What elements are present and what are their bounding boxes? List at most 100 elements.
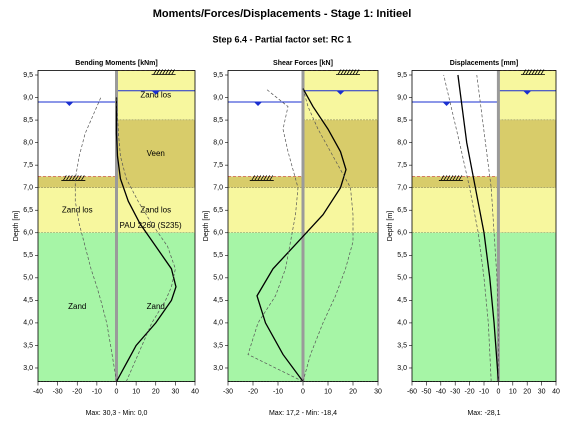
- x-tick-label: 40: [552, 388, 560, 395]
- y-tick-label: 4,5: [23, 297, 33, 304]
- water-symbol: [442, 102, 451, 107]
- x-tick-label: 10: [132, 388, 140, 395]
- y-tick-label: 3,5: [397, 342, 407, 349]
- x-tick-label: 10: [324, 388, 332, 395]
- y-tick-label: 5,0: [23, 275, 33, 282]
- y-tick-label: 3,5: [23, 342, 33, 349]
- y-tick-label: 6,5: [397, 207, 407, 214]
- x-tick-label: -10: [92, 388, 102, 395]
- y-tick-label: 4,5: [213, 297, 223, 304]
- y-tick-label: 9,5: [23, 72, 33, 79]
- layer-label: Zand los: [140, 90, 171, 99]
- y-tick-label: 5,5: [397, 252, 407, 259]
- y-tick-label: 6,0: [213, 230, 223, 237]
- soil-layer: [498, 70, 556, 121]
- panel-footer: Max: -28,1: [467, 410, 500, 417]
- soil-layer: [412, 232, 499, 382]
- y-axis-label: Depth [m]: [13, 211, 20, 241]
- y-tick-label: 4,5: [397, 297, 407, 304]
- x-tick-label: 30: [538, 388, 546, 395]
- panel-title: Bending Moments [kNm]: [75, 60, 157, 67]
- y-tick-label: 4,0: [397, 320, 407, 327]
- layer-label: Zand: [147, 302, 165, 311]
- soil-layer: [38, 232, 117, 382]
- soil-layer: [498, 232, 556, 382]
- soil-layer: [228, 176, 303, 188]
- x-tick-label: -50: [421, 388, 431, 395]
- surface-hatch: [151, 69, 176, 75]
- soil-layer: [303, 187, 378, 233]
- y-tick-label: 8,0: [397, 139, 407, 146]
- y-axis-label: Depth [m]: [387, 211, 394, 241]
- soil-layer: [116, 70, 195, 121]
- curve: [116, 97, 176, 382]
- y-tick-label: 9,5: [213, 72, 223, 79]
- y-tick-label: 6,5: [23, 207, 33, 214]
- soil-layer: [303, 232, 378, 382]
- surface-hatch: [520, 69, 545, 75]
- curve: [74, 97, 117, 382]
- x-tick-label: 40: [191, 388, 199, 395]
- panel-footer: Max: 30,3 - Min: 0,0: [86, 410, 148, 417]
- surface-hatch: [438, 175, 463, 181]
- y-tick-label: 6,0: [23, 230, 33, 237]
- x-tick-label: 0: [301, 388, 305, 395]
- x-tick-label: 30: [374, 388, 382, 395]
- water-symbol: [151, 90, 160, 95]
- y-axis-label: Depth [m]: [203, 211, 210, 241]
- surface-hatch: [336, 69, 360, 75]
- x-tick-label: -40: [33, 388, 43, 395]
- y-tick-label: 6,0: [397, 230, 407, 237]
- y-tick-label: 5,0: [397, 275, 407, 282]
- curve: [115, 97, 177, 382]
- subtitle: Step 6.4 - Partial factor set: RC 1: [212, 34, 351, 44]
- y-tick-label: 8,5: [397, 117, 407, 124]
- y-tick-label: 7,0: [397, 185, 407, 192]
- y-tick-label: 8,5: [23, 117, 33, 124]
- y-tick-label: 5,5: [213, 252, 223, 259]
- y-tick-label: 7,5: [397, 162, 407, 169]
- y-tick-label: 6,5: [213, 207, 223, 214]
- curve: [247, 88, 304, 382]
- x-tick-label: -30: [450, 388, 460, 395]
- y-tick-label: 3,0: [23, 365, 33, 372]
- x-tick-label: 0: [496, 388, 500, 395]
- layer-label: Zand los: [62, 205, 93, 214]
- curve: [256, 88, 347, 382]
- y-tick-label: 5,0: [213, 275, 223, 282]
- x-tick-label: 30: [171, 388, 179, 395]
- sheet-pile: [496, 70, 500, 382]
- y-tick-label: 8,0: [213, 139, 223, 146]
- y-tick-label: 9,5: [397, 72, 407, 79]
- x-tick-label: 20: [152, 388, 160, 395]
- y-tick-label: 8,0: [23, 139, 33, 146]
- soil-layer: [38, 176, 117, 188]
- x-tick-label: -60: [407, 388, 417, 395]
- soil-layer: [228, 232, 303, 382]
- x-tick-label: -20: [465, 388, 475, 395]
- y-tick-label: 9,0: [397, 94, 407, 101]
- x-tick-label: 20: [349, 388, 357, 395]
- panel-title: Shear Forces [kN]: [273, 60, 333, 67]
- y-tick-label: 5,5: [23, 252, 33, 259]
- sheet-pile: [301, 70, 305, 382]
- x-tick-label: -20: [248, 388, 258, 395]
- y-tick-label: 3,0: [397, 365, 407, 372]
- soil-layer: [303, 120, 378, 188]
- water-symbol: [523, 90, 532, 95]
- x-tick-label: 10: [509, 388, 517, 395]
- soil-layer: [303, 70, 378, 121]
- soil-layer: [412, 187, 499, 233]
- surface-hatch: [249, 175, 274, 181]
- y-tick-label: 7,5: [23, 162, 33, 169]
- y-tick-label: 3,0: [213, 365, 223, 372]
- y-tick-label: 8,5: [213, 117, 223, 124]
- y-tick-label: 4,0: [23, 320, 33, 327]
- curve: [302, 88, 354, 382]
- y-tick-label: 4,0: [213, 320, 223, 327]
- layer-label: Zand: [68, 302, 86, 311]
- layer-label: Veen: [147, 149, 165, 158]
- surface-hatch: [61, 175, 86, 181]
- x-tick-label: -30: [223, 388, 233, 395]
